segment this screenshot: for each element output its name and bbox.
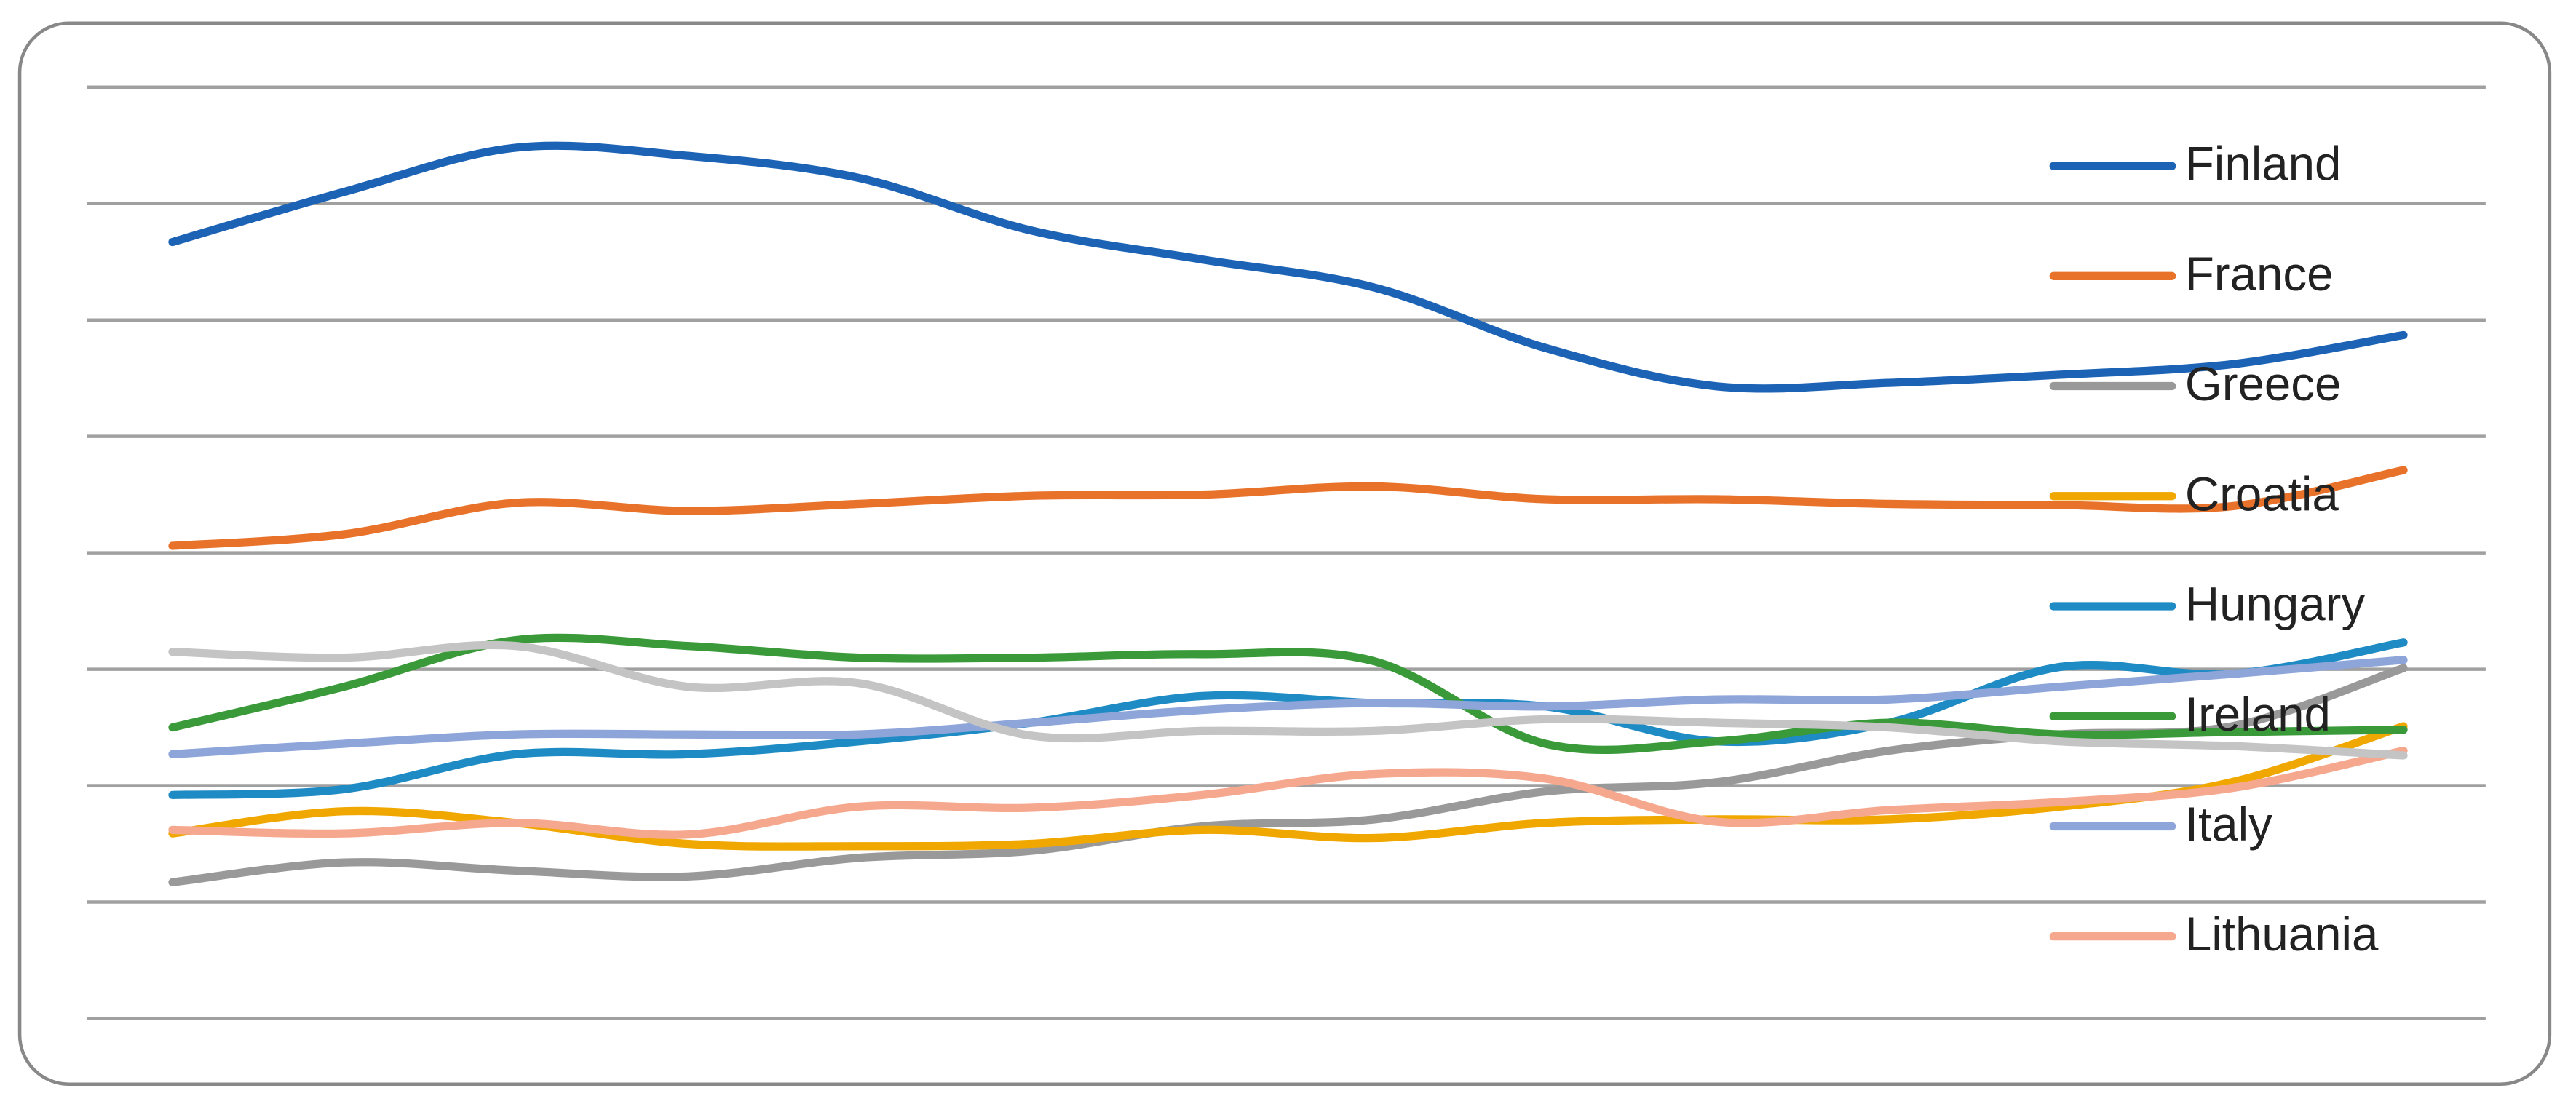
series-line: [168, 640, 2408, 760]
legend-label: Finland: [2185, 138, 2342, 191]
legend-label: Hungary: [2185, 578, 2366, 631]
legend-label: Italy: [2185, 798, 2272, 851]
legend-label: Ireland: [2185, 688, 2331, 741]
series-line: [168, 633, 2408, 754]
legend-label: Greece: [2185, 357, 2342, 410]
series-line: [168, 638, 2408, 800]
series-line: [168, 746, 2408, 839]
legend-label: France: [2185, 247, 2334, 301]
series-line: [168, 141, 2408, 393]
plot-area: [168, 141, 2408, 886]
legend-label: Croatia: [2185, 467, 2339, 520]
legend-label: Lithuania: [2185, 908, 2379, 961]
series-line: [168, 466, 2408, 550]
legend: Finland France Greece Croatia Hungary Ireland…: [2049, 138, 2379, 961]
series-line: [168, 656, 2408, 759]
